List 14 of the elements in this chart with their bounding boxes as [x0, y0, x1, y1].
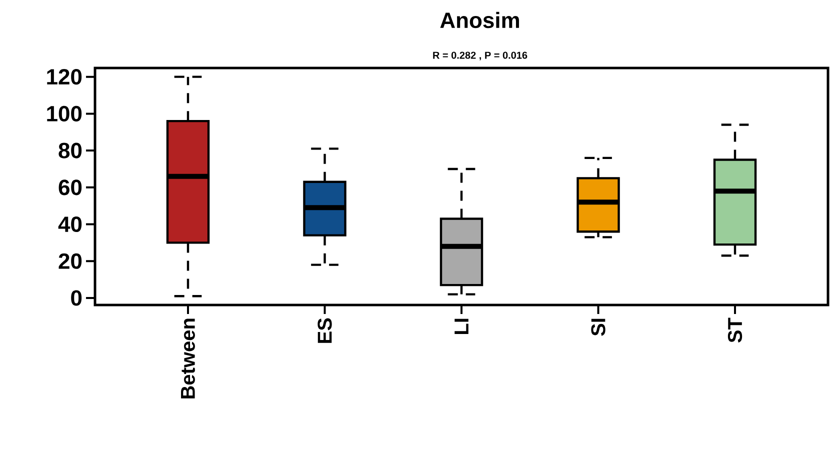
- y-tick-label: 60: [58, 180, 82, 196]
- y-tick-label: 0: [71, 290, 82, 306]
- y-tick-label: 100: [47, 106, 82, 122]
- x-tick-label: Between: [181, 318, 195, 398]
- y-tick-label: 20: [58, 253, 82, 269]
- x-tick-label: SI: [591, 318, 606, 336]
- x-tick-label: ST: [728, 318, 742, 342]
- y-tick-label: 80: [58, 142, 82, 158]
- y-tick-label: 40: [58, 216, 82, 232]
- chart-title: Anosim: [440, 12, 519, 28]
- x-tick-label: LI: [454, 318, 468, 334]
- x-tick-label: ES: [318, 318, 332, 343]
- chart-subtitle: R = 0.282 , P = 0.016: [433, 52, 528, 60]
- y-tick-label: 120: [47, 69, 82, 85]
